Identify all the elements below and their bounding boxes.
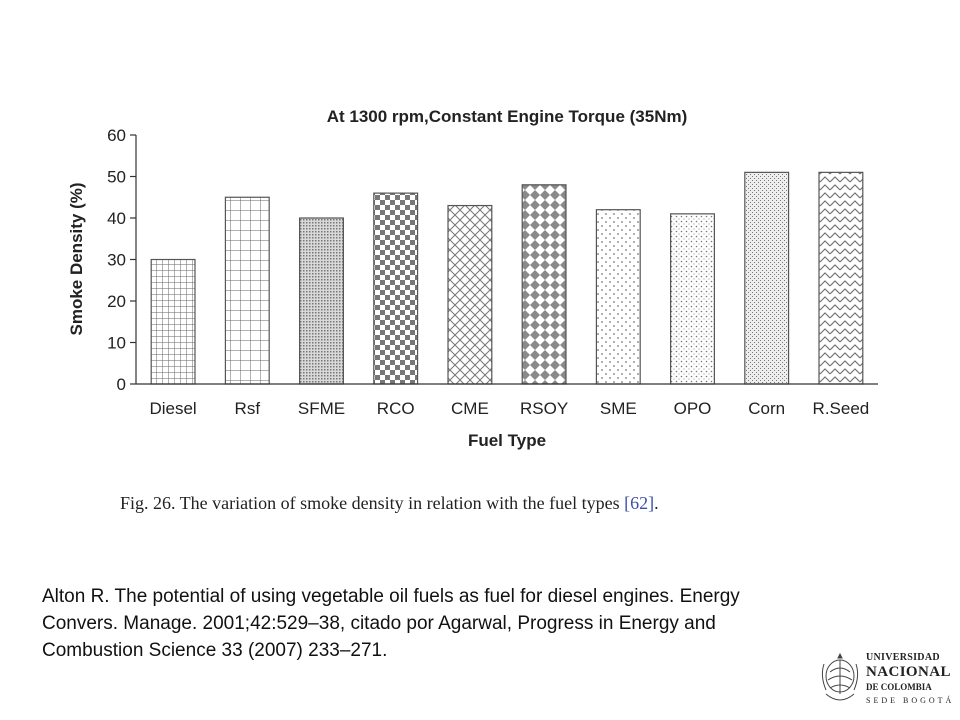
university-logo: UNIVERSIDAD NACIONAL DE COLOMBIA SEDE BO…: [818, 648, 958, 712]
x-tick-label: Diesel: [149, 399, 196, 418]
bar-sme: [595, 209, 641, 385]
x-tick-label: SFME: [298, 399, 345, 418]
y-tick-label: 10: [107, 334, 126, 353]
bars: [150, 171, 864, 385]
x-tick-label: Rsf: [235, 399, 261, 418]
y-tick-label: 30: [107, 251, 126, 270]
x-tick-label: SME: [600, 399, 637, 418]
citation-text: Alton R. The potential of using vegetabl…: [42, 586, 740, 661]
bar-corn: [744, 171, 790, 385]
caption-reference-link[interactable]: [62]: [624, 493, 655, 513]
chart-title: At 1300 rpm,Constant Engine Torque (35Nm…: [327, 107, 688, 126]
x-axis-label: Fuel Type: [468, 431, 546, 450]
bar-rsoy: [521, 184, 567, 385]
x-tick-label: Corn: [748, 399, 785, 418]
bar-r-seed: [818, 171, 864, 385]
bar-sfme: [299, 217, 344, 385]
bar-diesel: [150, 258, 196, 385]
university-crest-icon: [821, 652, 859, 701]
caption-text: Fig. 26. The variation of smoke density …: [120, 493, 625, 513]
bar-cme: [447, 204, 493, 385]
x-axis: Diesel Rsf SFME RCO CME RSOY SME OPO Corn R.Seed: [149, 399, 869, 418]
x-tick-label: OPO: [674, 399, 712, 418]
figure-caption: Fig. 26. The variation of smoke density …: [120, 493, 659, 514]
bar-rsf: [224, 196, 270, 385]
logo-line-sede: SEDE BOGOTÁ: [866, 696, 955, 705]
x-tick-label: RCO: [377, 399, 415, 418]
x-tick-label: CME: [451, 399, 489, 418]
x-tick-label: RSOY: [520, 399, 568, 418]
x-tick-label: R.Seed: [813, 399, 870, 418]
y-tick-label: 40: [107, 209, 126, 228]
y-tick-label: 0: [117, 375, 126, 394]
bar-opo: [670, 213, 715, 385]
logo-line-colombia: DE COLOMBIA: [866, 682, 932, 692]
y-tick-label: 20: [107, 292, 126, 311]
y-axis-label: Smoke Density (%): [67, 182, 86, 335]
y-tick-label: 60: [107, 126, 126, 145]
y-axis: 0 10 20 30 40 50 60: [107, 126, 136, 394]
caption-end: .: [654, 493, 659, 513]
bar-rco: [373, 192, 419, 385]
y-tick-label: 50: [107, 168, 126, 187]
logo-line-nacional: NACIONAL: [866, 664, 951, 680]
logo-line-universidad: UNIVERSIDAD: [866, 652, 940, 663]
